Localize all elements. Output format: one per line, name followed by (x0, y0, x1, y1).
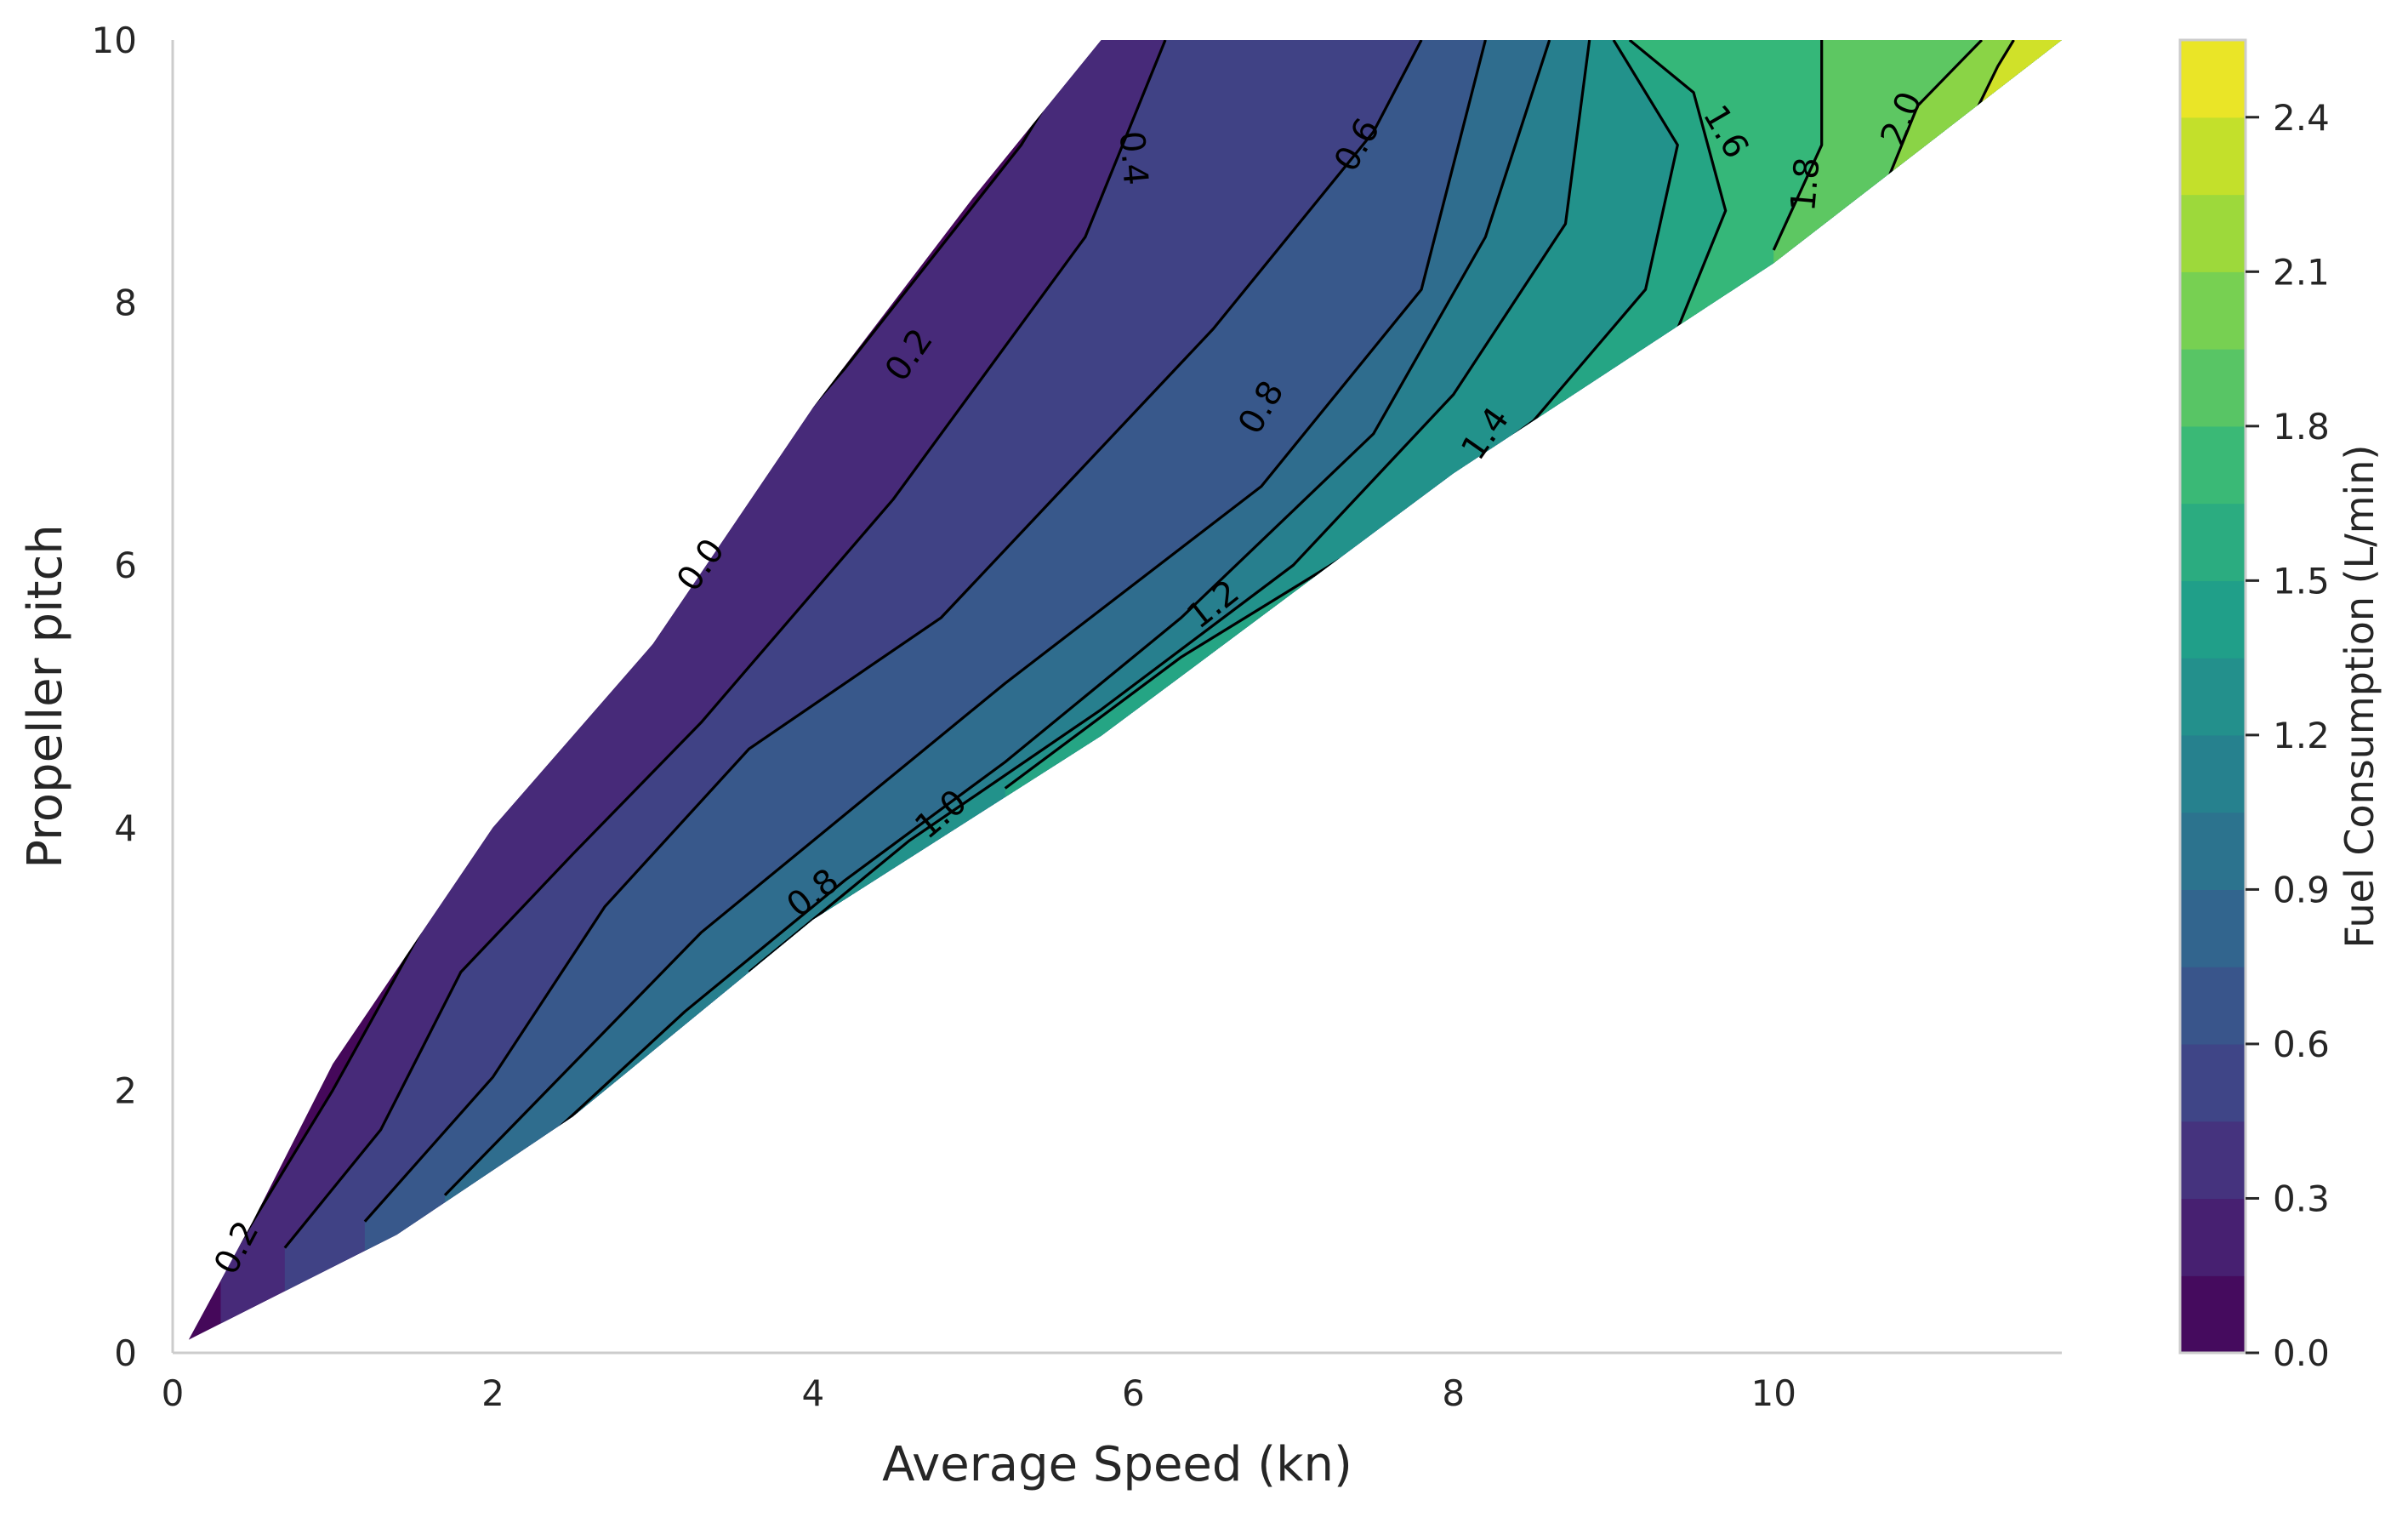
colorbar-band (2180, 1198, 2246, 1276)
colorbar-band (2180, 1043, 2246, 1122)
axes: 0 2 4 6 8 10 0 2 4 6 8 10 Average Speed (kn) Prope… (18, 20, 2062, 1492)
colorbar-band (2180, 40, 2246, 118)
colorbar-band (2180, 117, 2246, 196)
colorbar-tick-label: 0.6 (2273, 1024, 2330, 1065)
colorbar-tick-label: 1.5 (2273, 560, 2330, 602)
x-tick-group: 0 2 4 6 8 10 (162, 1372, 1796, 1414)
colorbar-band (2180, 889, 2246, 967)
colorbar-tick-label: 1.2 (2273, 715, 2330, 756)
contour-line-0.6 (363, 40, 1423, 1223)
colorbar-tick-label: 0.0 (2273, 1332, 2330, 1374)
contour-band-1.8 (1773, 40, 2062, 1340)
colorbar-band (2180, 658, 2246, 736)
contour-label: 1.8 (1784, 156, 1827, 213)
x-axis-title: Average Speed (kn) (882, 1437, 1352, 1492)
colorbar-band (2180, 967, 2246, 1045)
contour-line-0.8 (443, 40, 1487, 1196)
contour-line-2 (1884, 40, 1984, 185)
colorbar-band (2180, 271, 2246, 350)
y-tick-group: 0 2 4 6 8 10 (92, 20, 137, 1374)
y-axis-title: Propeller pitch (18, 524, 73, 869)
contour-band-0.4 (284, 40, 2062, 1340)
y-tick-label: 6 (114, 545, 137, 586)
colorbar-band (2180, 580, 2246, 659)
colorbar-band (2180, 503, 2246, 581)
colorbar-band (2180, 812, 2246, 891)
colorbar-tick-label: 2.1 (2273, 251, 2330, 293)
x-tick-label: 10 (1750, 1372, 1796, 1414)
x-tick-label: 4 (802, 1372, 825, 1414)
colorbar-band (2180, 1121, 2246, 1200)
contour-line-0.4 (283, 40, 1167, 1249)
colorbar-title: Fuel Consumption (L/min) (2337, 445, 2382, 949)
contour-line-1.6 (1628, 40, 1728, 330)
y-tick-label: 0 (114, 1332, 137, 1374)
colorbar-tick-label: 0.9 (2273, 869, 2330, 910)
y-tick-label: 2 (114, 1070, 137, 1111)
y-tick-label: 4 (114, 807, 137, 849)
colorbar-band (2180, 734, 2246, 813)
colorbar-band (2180, 194, 2246, 272)
x-tick-label: 8 (1442, 1372, 1465, 1414)
colorbar-band (2180, 425, 2246, 505)
colorbar-tick-group: 0.0 0.3 0.6 0.9 1.2 1.5 1.8 2.1 2.4 (2246, 97, 2330, 1374)
contour-band-2.2 (1966, 40, 2062, 1340)
colorbar-band (2180, 349, 2246, 427)
contour-line-1.8 (1772, 40, 1824, 251)
colorbar-frame (2178, 38, 2247, 1355)
colorbar-band (2180, 1275, 2246, 1354)
contour-fill-layer (188, 40, 2062, 1340)
contour-label: 0.4 (1112, 129, 1155, 186)
colorbar-bands (2180, 40, 2246, 1354)
x-tick-label: 2 (481, 1372, 504, 1414)
x-tick-label: 0 (162, 1372, 185, 1414)
contour-band-2 (1886, 40, 2062, 1340)
colorbar-tick-label: 2.4 (2273, 97, 2330, 139)
x-tick-label: 6 (1122, 1372, 1145, 1414)
y-tick-label: 8 (114, 282, 137, 324)
contour-line-1.2 (748, 40, 1591, 973)
colorbar: 0.0 0.3 0.6 0.9 1.2 1.5 1.8 2.1 2.4 Fuel Consump… (2178, 38, 2382, 1374)
colorbar-tick-label: 1.8 (2273, 406, 2330, 448)
y-tick-label: 10 (92, 20, 137, 61)
contour-line-1 (555, 40, 1551, 1131)
colorbar-tick-label: 0.3 (2273, 1178, 2330, 1219)
